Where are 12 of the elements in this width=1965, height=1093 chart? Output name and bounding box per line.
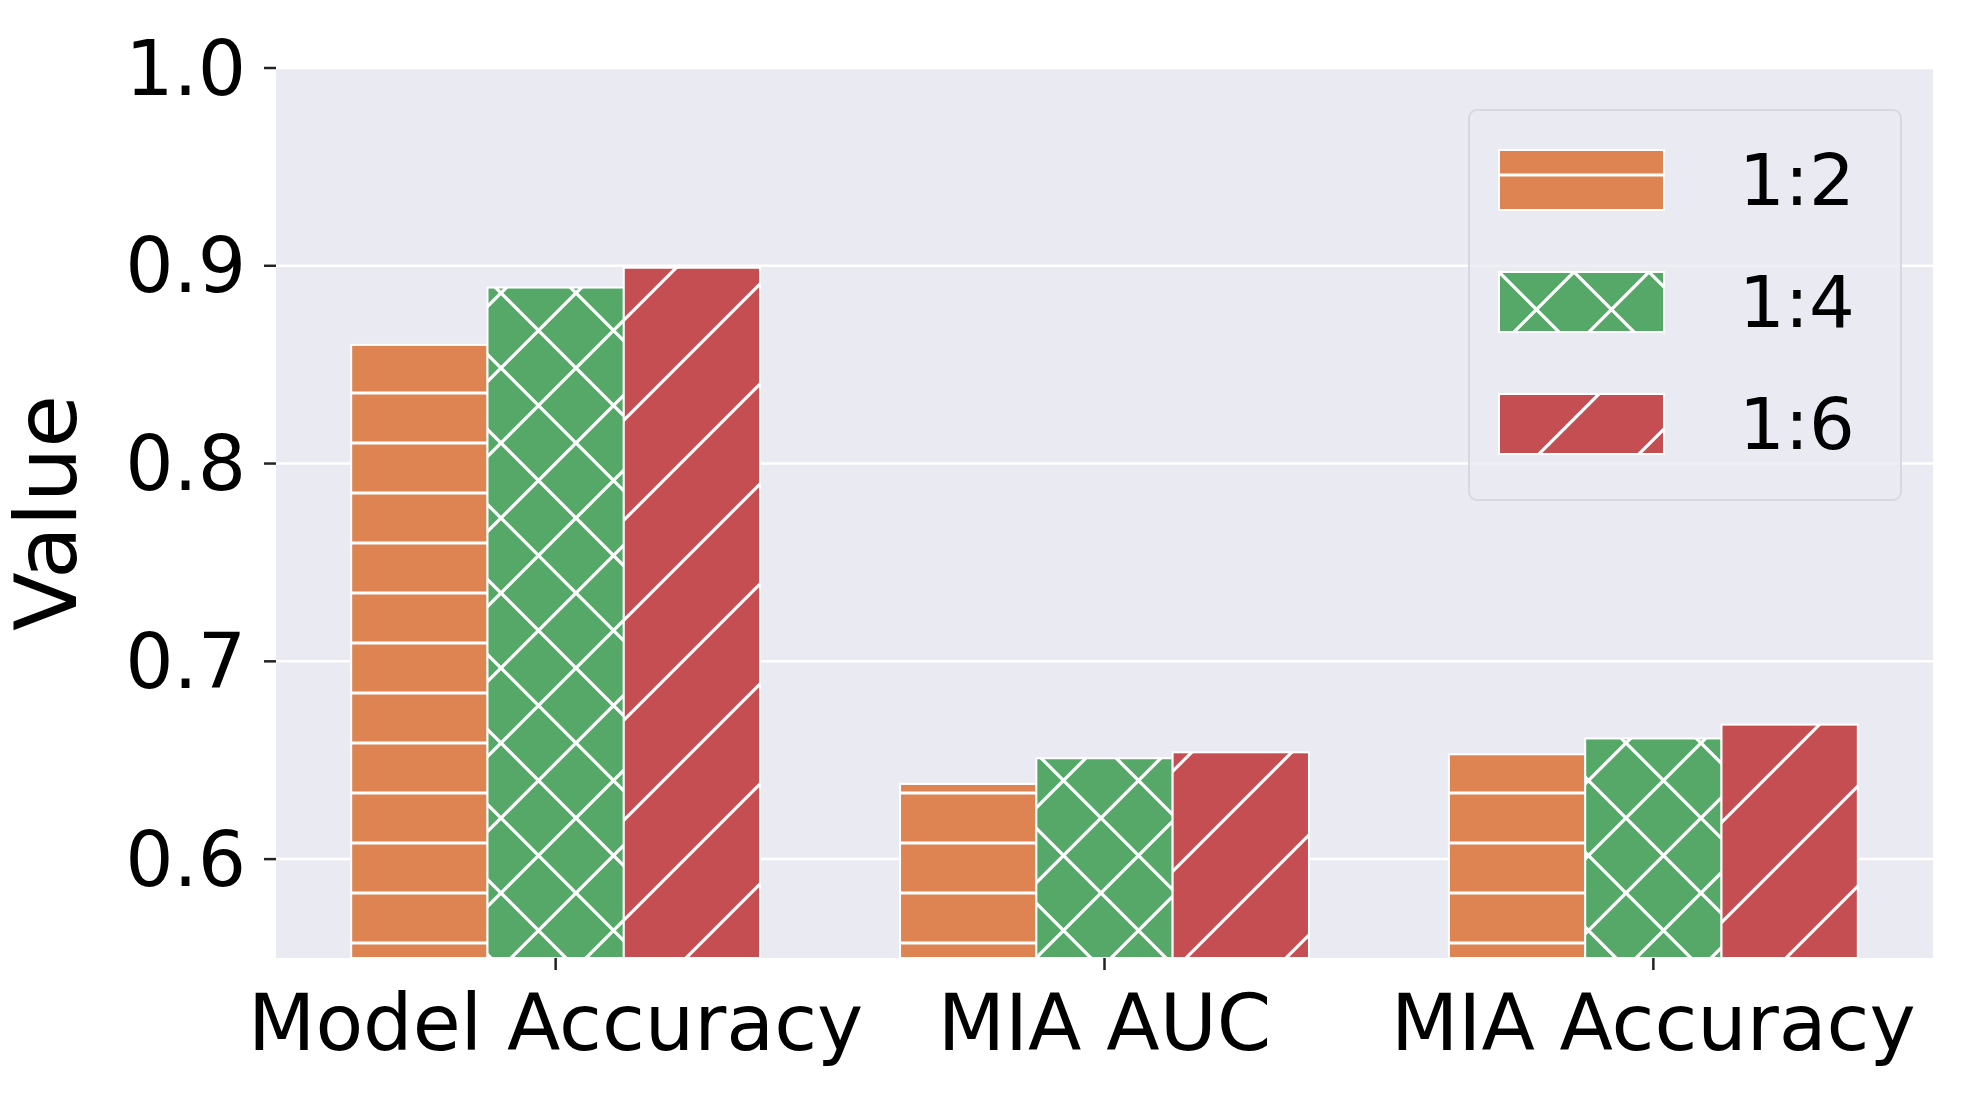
legend-label: 1:6	[1739, 382, 1855, 467]
x-tick-label: MIA Accuracy	[1391, 978, 1916, 1068]
y-tick-label: 0.9	[125, 221, 246, 311]
x-tick-label: MIA AUC	[937, 978, 1272, 1068]
x-tick-label: Model Accuracy	[248, 978, 864, 1068]
y-tick-label: 0.6	[125, 814, 246, 904]
y-tick-label: 0.7	[125, 616, 246, 706]
y-tick-label: 0.8	[125, 419, 246, 509]
y-tick-label: 1.0	[125, 23, 246, 113]
y-axis-title: Value	[0, 394, 96, 632]
legend-label: 1:2	[1739, 138, 1855, 223]
legend-label: 1:4	[1739, 260, 1855, 345]
